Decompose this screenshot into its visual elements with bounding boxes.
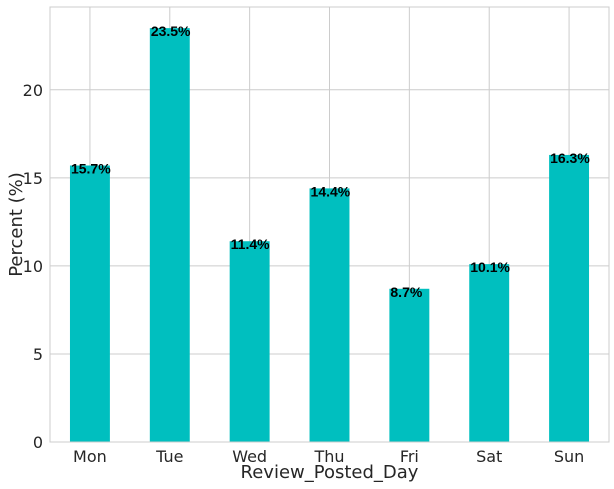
data-label-sun: 16.3% (550, 150, 590, 166)
y-tick-label: 0 (33, 433, 43, 452)
x-tick-label-sat: Sat (476, 447, 502, 466)
y-tick-labels: 0 5 10 15 20 (23, 81, 43, 452)
y-tick-label: 15 (23, 169, 43, 188)
bar-mon (69, 165, 110, 443)
y-tick-label: 5 (33, 345, 43, 364)
data-label-wed: 11.4% (231, 236, 270, 252)
y-tick-label: 20 (23, 81, 43, 100)
x-tick-label-wed: Wed (232, 447, 267, 466)
bar-tue (149, 28, 190, 442)
data-label-mon: 15.7% (71, 161, 111, 177)
bar-fri (389, 288, 430, 442)
plot-frame (49, 6, 610, 443)
x-tick-label-fri: Fri (400, 447, 419, 466)
bar-sat (469, 264, 510, 442)
data-label-fri: 8.7% (390, 284, 422, 300)
bars (69, 28, 590, 443)
data-label-thu: 14.4% (311, 183, 351, 199)
x-tick-labels: Mon Tue Wed Thu Fri Sat Sun (73, 447, 584, 466)
y-axis-label: Percent (%) (6, 172, 27, 277)
x-tick-label-sun: Sun (554, 447, 584, 466)
bar-sun (549, 154, 590, 442)
bar-wed (229, 241, 270, 442)
x-tick-label-tue: Tue (155, 447, 183, 466)
data-label-tue: 23.5% (151, 23, 191, 39)
bar-thu (309, 188, 350, 442)
x-axis-label: Review_Posted_Day (241, 462, 419, 483)
x-tick-label-mon: Mon (73, 447, 107, 466)
data-label-sat: 10.1% (470, 259, 510, 275)
data-labels: 15.7% 23.5% 11.4% 14.4% 8.7% 10.1% 16.3% (71, 23, 590, 300)
y-tick-label: 10 (23, 257, 43, 276)
x-tick-label-thu: Thu (313, 447, 344, 466)
